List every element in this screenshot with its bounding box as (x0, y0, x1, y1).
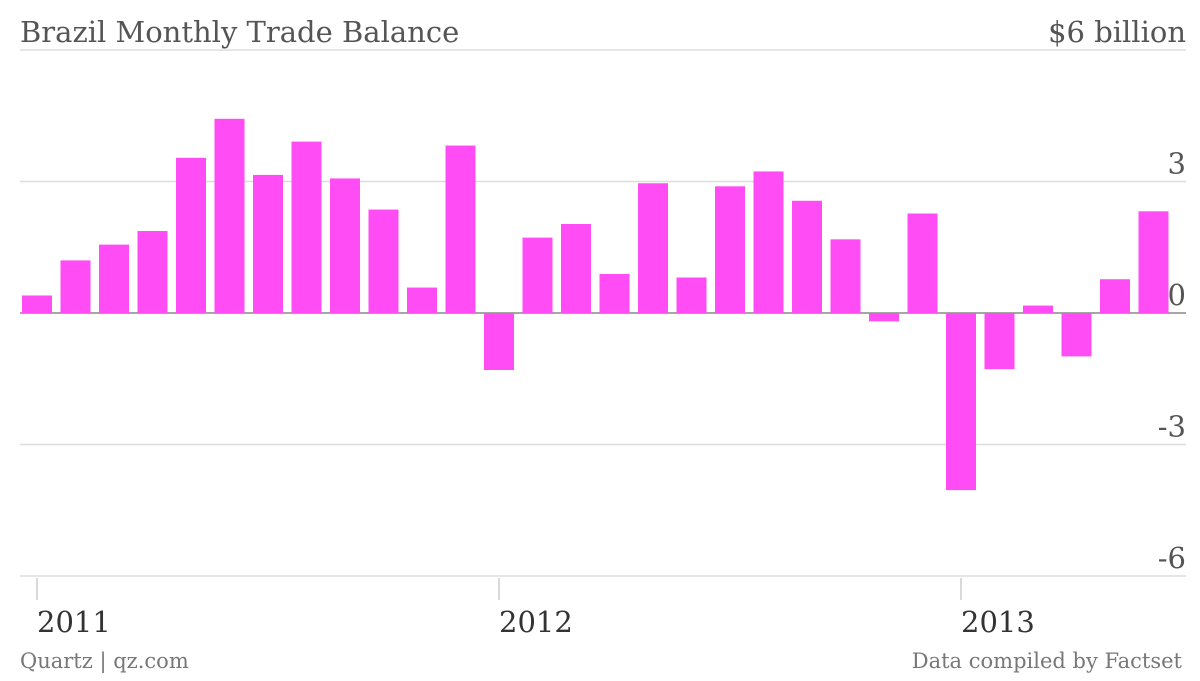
bar-2013-04[interactable] (1061, 313, 1092, 357)
bar-2013-06[interactable] (1138, 211, 1169, 313)
bar-2013-02[interactable] (984, 313, 1015, 370)
bar-2011-06[interactable] (214, 118, 245, 314)
chart-title: Brazil Monthly Trade Balance (20, 15, 459, 49)
bar-2011-07[interactable] (253, 174, 283, 313)
bar-2012-07[interactable] (715, 186, 745, 313)
bar-2012-03[interactable] (561, 224, 591, 313)
bar-2013-03[interactable] (1023, 305, 1053, 313)
axis-layer: $6 billion 3 0 -3 -6 2011 2012 2013 (36, 15, 1186, 639)
y-tick-label: $6 billion (1048, 15, 1186, 49)
bar-2012-09[interactable] (792, 200, 822, 313)
bar-2012-05[interactable] (638, 183, 668, 313)
x-tick-label: 2011 (37, 605, 111, 639)
bar-2011-05[interactable] (176, 157, 206, 313)
bar-2013-01[interactable] (946, 313, 976, 491)
bar-2011-03[interactable] (99, 244, 129, 313)
x-tick-label: 2013 (961, 605, 1035, 639)
bar-2012-04[interactable] (599, 273, 630, 313)
bar-2012-08[interactable] (753, 171, 784, 313)
y-tick-label: 0 (1168, 278, 1186, 312)
bar-2011-09[interactable] (330, 178, 360, 313)
bar-layer (22, 118, 1169, 491)
bar-2012-12[interactable] (907, 213, 938, 313)
bar-2011-11[interactable] (407, 287, 437, 313)
y-tick-label: -3 (1158, 410, 1186, 444)
data-source-note: Data compiled by Factset (912, 649, 1183, 673)
x-tick-label: 2012 (499, 605, 573, 639)
bar-2011-01[interactable] (22, 295, 52, 313)
bar-2013-05[interactable] (1100, 279, 1130, 313)
bar-2012-06[interactable] (676, 277, 707, 313)
bar-2011-02[interactable] (60, 260, 91, 313)
y-tick-label: 3 (1168, 147, 1186, 181)
source-credit: Quartz | qz.com (20, 649, 189, 674)
bar-2011-10[interactable] (368, 209, 399, 313)
bar-2012-01[interactable] (484, 313, 514, 370)
bar-2012-11[interactable] (869, 313, 899, 322)
bar-2012-02[interactable] (522, 237, 553, 313)
y-tick-label: -6 (1158, 541, 1186, 575)
bar-2012-10[interactable] (830, 239, 861, 313)
bar-2011-12[interactable] (445, 145, 476, 313)
bar-2011-08[interactable] (291, 141, 322, 313)
bar-2011-04[interactable] (137, 231, 168, 313)
